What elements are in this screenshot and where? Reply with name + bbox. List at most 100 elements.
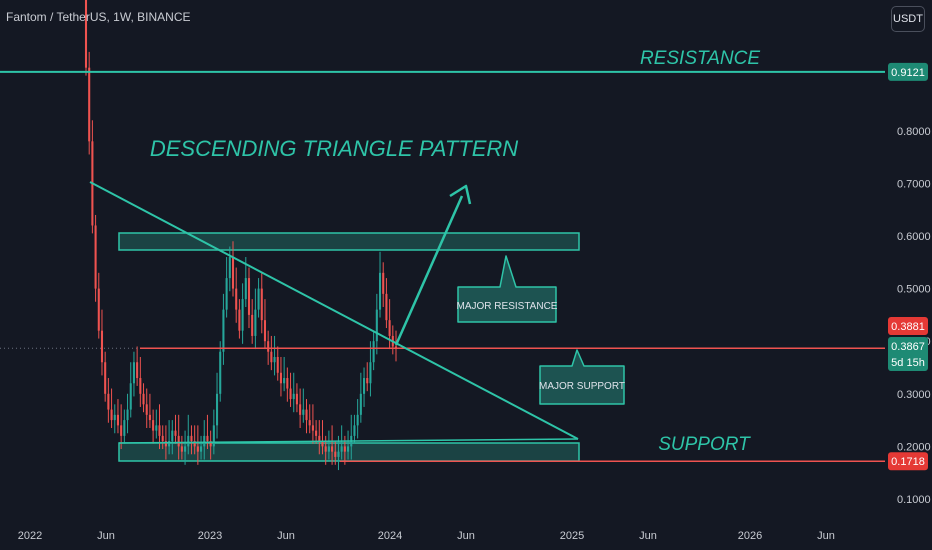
candle-body bbox=[225, 278, 228, 310]
last-price-tag-bg bbox=[888, 317, 928, 335]
y-tick-label: 0.3000 bbox=[897, 389, 931, 401]
candle-body bbox=[299, 404, 302, 415]
candle-body bbox=[378, 272, 382, 310]
candle-body bbox=[347, 446, 350, 452]
candle-body bbox=[190, 435, 193, 442]
pattern-annotations bbox=[118, 232, 580, 462]
x-tick-label: 2026 bbox=[738, 530, 762, 542]
candle-body bbox=[97, 288, 100, 331]
candle-body bbox=[286, 378, 289, 389]
candle-body bbox=[187, 435, 190, 447]
candle-body bbox=[132, 362, 135, 384]
candle-body bbox=[177, 435, 180, 447]
candle-body bbox=[356, 414, 359, 426]
candle-body bbox=[394, 346, 398, 349]
candle-body bbox=[231, 257, 235, 289]
candle-body bbox=[88, 67, 91, 142]
last-price-tag: 0.3881 bbox=[891, 321, 925, 333]
candle-body bbox=[241, 299, 244, 331]
candle-body bbox=[164, 441, 167, 447]
candle-body bbox=[145, 404, 148, 415]
candle-body bbox=[270, 351, 273, 363]
candle-body bbox=[100, 330, 104, 363]
candle-body bbox=[161, 435, 164, 442]
current-price-tag-bg bbox=[888, 337, 928, 371]
candle-body bbox=[94, 225, 97, 289]
candle-body bbox=[263, 320, 267, 342]
candle-body bbox=[196, 446, 199, 452]
candle-body bbox=[276, 356, 279, 373]
x-tick-label: Jun bbox=[277, 530, 295, 542]
candle-body bbox=[222, 309, 225, 352]
candle-body bbox=[180, 446, 183, 452]
candle-body bbox=[228, 257, 231, 279]
candle-body bbox=[155, 425, 158, 431]
x-tick-label: 2022 bbox=[18, 530, 42, 542]
candle-body bbox=[142, 393, 145, 405]
candle-body bbox=[315, 430, 318, 436]
candle-body bbox=[337, 451, 340, 457]
major-resistance-callout bbox=[457, 255, 557, 323]
y-tick-label: 0.5000 bbox=[897, 284, 931, 296]
x-tick-label: 2023 bbox=[198, 530, 222, 542]
candle-body bbox=[311, 425, 314, 431]
triangle-base bbox=[118, 438, 579, 444]
candle-body bbox=[267, 341, 270, 352]
current-price-tag: 0.3867 bbox=[891, 341, 925, 353]
candle-body bbox=[219, 351, 222, 394]
candle-body bbox=[168, 441, 171, 447]
x-tick-label: Jun bbox=[97, 530, 115, 542]
major-support-callout bbox=[539, 349, 625, 405]
candle-body bbox=[129, 383, 132, 410]
resistance-zone bbox=[118, 232, 580, 251]
candle-body bbox=[321, 441, 324, 447]
candle-body bbox=[206, 435, 209, 442]
candle-body bbox=[385, 293, 388, 321]
candle-body bbox=[107, 393, 110, 410]
y-tick-label: 0.2000 bbox=[897, 441, 931, 453]
y-tick-label: 0.8000 bbox=[897, 126, 931, 138]
candle-body bbox=[289, 388, 292, 400]
symbol-header: Fantom / TetherUS, 1W, BINANCE bbox=[6, 10, 191, 24]
candle-body bbox=[212, 425, 215, 447]
candle-body bbox=[318, 435, 321, 442]
major-resistance-label: MAJOR RESISTANCE bbox=[457, 301, 558, 312]
pattern-lines: RESISTANCE SUPPORT DESCENDING TRIANGLE PAT… bbox=[0, 48, 885, 462]
candle-body bbox=[110, 409, 113, 421]
candle-body bbox=[136, 362, 139, 379]
candle-body bbox=[388, 320, 391, 336]
x-tick-label: Jun bbox=[639, 530, 657, 542]
candle-body bbox=[331, 446, 334, 452]
candle-body bbox=[327, 446, 330, 452]
candle-body bbox=[334, 451, 337, 457]
candle-body bbox=[292, 393, 295, 400]
y-tick-label: 0.7000 bbox=[897, 178, 931, 190]
candle-body bbox=[200, 446, 203, 452]
support-price-tag-bg bbox=[888, 452, 928, 471]
candle-body bbox=[120, 425, 123, 436]
candle-body bbox=[375, 309, 378, 342]
y-tick-label: 0.6000 bbox=[897, 231, 931, 243]
candle-body bbox=[113, 414, 116, 421]
candle-body bbox=[257, 288, 260, 310]
candle-body bbox=[366, 378, 369, 384]
candle-body bbox=[369, 362, 372, 384]
candle-body bbox=[244, 278, 247, 300]
candle-body bbox=[152, 420, 155, 431]
candle-body bbox=[104, 362, 107, 394]
support-label: SUPPORT bbox=[658, 434, 751, 455]
candle-body bbox=[305, 409, 308, 421]
currency-button[interactable]: USDT bbox=[891, 6, 925, 32]
support-price-tag: 0.1718 bbox=[891, 456, 925, 468]
candle-body bbox=[139, 378, 142, 394]
candle-body bbox=[279, 372, 282, 384]
candle-body bbox=[158, 425, 161, 436]
candle-body bbox=[283, 378, 286, 384]
breakout-arrow bbox=[394, 195, 464, 346]
countdown-tag: 5d 15h bbox=[891, 357, 925, 369]
major-support-label: MAJOR SUPPORT bbox=[539, 381, 625, 392]
candle-body bbox=[235, 288, 238, 310]
candle-body bbox=[238, 309, 241, 331]
